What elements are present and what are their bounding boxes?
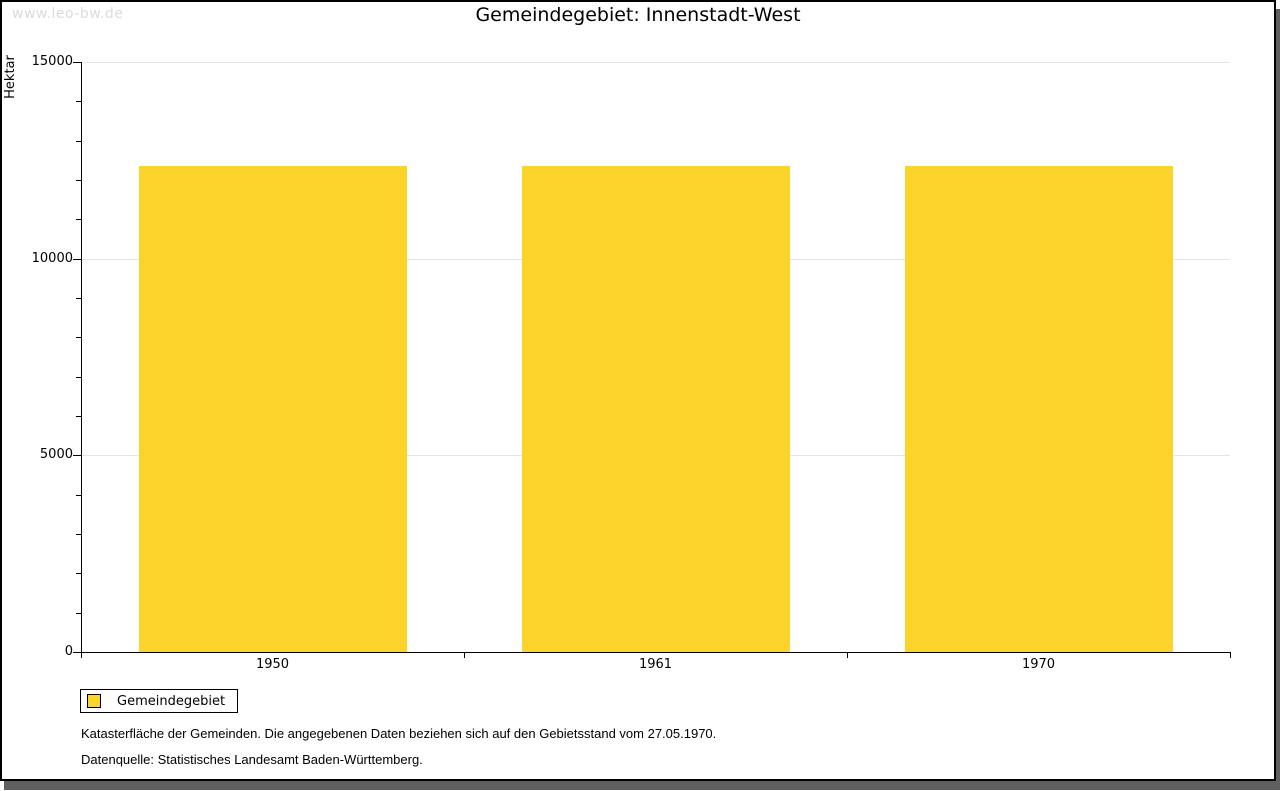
y-minor-tick — [76, 141, 81, 142]
y-tick-label: 0 — [64, 644, 73, 659]
y-tick-label: 10000 — [31, 251, 73, 266]
bar-1970 — [905, 166, 1173, 652]
x-category-label: 1961 — [638, 657, 673, 672]
bar-1961 — [522, 166, 790, 652]
y-major-tick — [73, 652, 81, 653]
footnote-description: Katasterfläche der Gemeinden. Die angege… — [81, 726, 717, 741]
plot-area — [81, 62, 1231, 653]
y-minor-tick — [76, 101, 81, 102]
gridline-15000 — [82, 62, 1230, 63]
y-minor-tick — [76, 416, 81, 417]
y-minor-tick — [76, 298, 81, 299]
y-tick-label: 15000 — [31, 54, 73, 69]
x-boundary-tick — [464, 653, 465, 658]
legend-label: Gemeindegebiet — [117, 693, 226, 709]
y-minor-tick — [76, 377, 81, 378]
y-major-tick — [73, 62, 81, 63]
x-category-label: 1970 — [1021, 657, 1056, 672]
y-axis-label: Hektar — [3, 55, 18, 99]
bar-1950 — [139, 166, 407, 652]
legend-swatch — [87, 694, 101, 708]
y-tick-label: 5000 — [39, 447, 73, 462]
legend: Gemeindegebiet — [80, 689, 239, 713]
chart-title: Gemeindegebiet: Innenstadt-West — [475, 4, 801, 26]
y-major-tick — [73, 259, 81, 260]
x-boundary-tick — [847, 653, 848, 658]
y-major-tick — [73, 455, 81, 456]
y-minor-tick — [76, 337, 81, 338]
x-boundary-tick — [81, 653, 82, 658]
x-category-label: 1950 — [255, 657, 290, 672]
y-minor-tick — [76, 613, 81, 614]
watermark: www.leo-bw.de — [12, 6, 124, 22]
y-minor-tick — [76, 180, 81, 181]
footnote-source: Datenquelle: Statistisches Landesamt Bad… — [81, 752, 423, 767]
y-minor-tick — [76, 219, 81, 220]
y-minor-tick — [76, 534, 81, 535]
y-minor-tick — [76, 573, 81, 574]
x-boundary-tick — [1230, 653, 1231, 658]
y-minor-tick — [76, 495, 81, 496]
